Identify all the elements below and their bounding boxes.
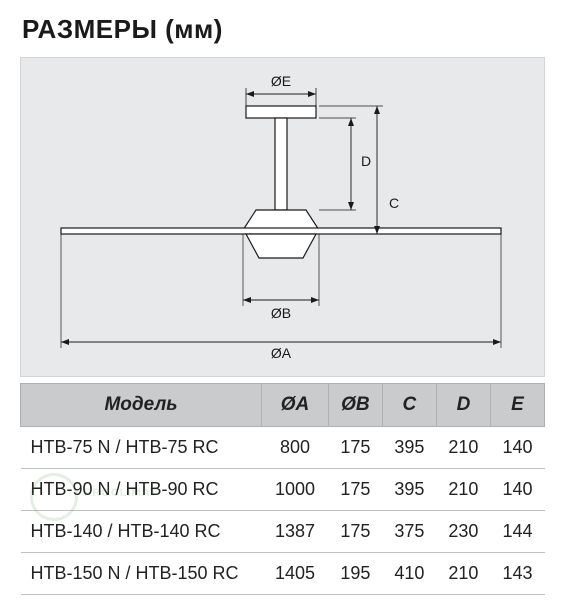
cell-model: HTB-140 / HTB-140 RC xyxy=(21,511,262,553)
cell-c: 410 xyxy=(382,553,436,595)
cell-c: 395 xyxy=(382,427,436,469)
page: РАЗМЕРЫ (мм) ØE C xyxy=(0,0,565,609)
label-oa: ØA xyxy=(271,345,292,361)
label-d: D xyxy=(361,153,371,169)
label-c: C xyxy=(389,195,399,211)
col-model: Модель xyxy=(21,384,262,427)
cell-e: 140 xyxy=(490,469,544,511)
table-row: HTB-150 N / HTB-150 RC 1405 195 410 210 … xyxy=(21,553,545,595)
cell-e: 144 xyxy=(490,511,544,553)
cell-oa: 800 xyxy=(262,427,329,469)
cell-d: 230 xyxy=(436,511,490,553)
cell-oa: 1000 xyxy=(262,469,329,511)
col-ob: ØB xyxy=(328,384,382,427)
table-row: HTB-90 N / HTB-90 RC 1000 175 395 210 14… xyxy=(21,469,545,511)
cell-model: HTB-75 N / HTB-75 RC xyxy=(21,427,262,469)
cell-ob: 175 xyxy=(328,469,382,511)
cell-c: 395 xyxy=(382,469,436,511)
cell-d: 210 xyxy=(436,469,490,511)
table-row: HTB-75 N / HTB-75 RC 800 175 395 210 140 xyxy=(21,427,545,469)
dimension-diagram: ØE C D ØB xyxy=(20,57,545,377)
table-header-row: Модель ØA ØB C D E xyxy=(21,384,545,427)
cell-d: 210 xyxy=(436,427,490,469)
page-title: РАЗМЕРЫ (мм) xyxy=(0,0,565,57)
cell-c: 375 xyxy=(382,511,436,553)
cell-ob: 175 xyxy=(328,511,382,553)
cell-model: HTB-150 N / HTB-150 RC xyxy=(21,553,262,595)
col-d: D xyxy=(436,384,490,427)
fan-drawing-svg: ØE C D ØB xyxy=(21,58,546,378)
label-oe: ØE xyxy=(271,73,291,89)
table-row: HTB-140 / HTB-140 RC 1387 175 375 230 14… xyxy=(21,511,545,553)
col-e: E xyxy=(490,384,544,427)
col-c: C xyxy=(382,384,436,427)
cell-e: 143 xyxy=(490,553,544,595)
cell-ob: 175 xyxy=(328,427,382,469)
cell-model: HTB-90 N / HTB-90 RC xyxy=(21,469,262,511)
dimensions-table: Модель ØA ØB C D E HTB-75 N / HTB-75 RC … xyxy=(20,383,545,595)
dimensions-table-wrap: Модель ØA ØB C D E HTB-75 N / HTB-75 RC … xyxy=(20,383,545,595)
cell-oa: 1405 xyxy=(262,553,329,595)
cell-ob: 195 xyxy=(328,553,382,595)
col-oa: ØA xyxy=(262,384,329,427)
cell-e: 140 xyxy=(490,427,544,469)
cell-oa: 1387 xyxy=(262,511,329,553)
label-ob: ØB xyxy=(271,305,291,321)
cell-d: 210 xyxy=(436,553,490,595)
